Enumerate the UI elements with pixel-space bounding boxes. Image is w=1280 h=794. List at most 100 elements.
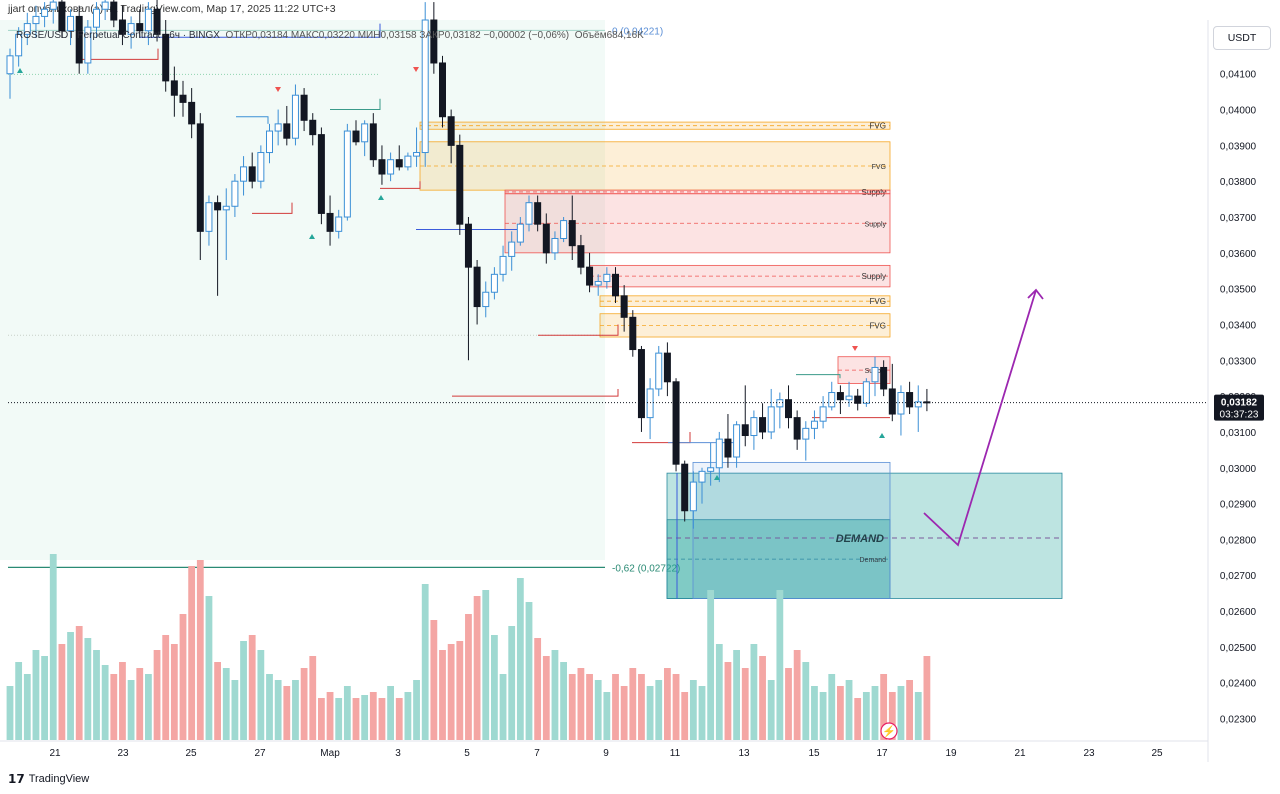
candle-body [508, 241, 516, 257]
ohlc-values: ОТКР0,03184 МАКС0,03220 МИН0,03158 ЗАКР0… [225, 30, 570, 41]
time-tick-label: 17 [876, 748, 888, 759]
candle-body [75, 15, 83, 64]
volume-bar [871, 686, 879, 740]
volume-bar [759, 656, 766, 740]
volume-bar [499, 674, 507, 740]
candle-body [32, 15, 40, 25]
volume-layer [6, 554, 931, 740]
volume-bar [292, 680, 299, 740]
signal-up-marker [378, 195, 384, 200]
volume-bar [568, 674, 576, 740]
volume-bar [767, 680, 775, 740]
candle-body [871, 366, 879, 383]
zone-label-9: Demand [860, 557, 887, 564]
volume-bar [387, 686, 394, 740]
volume-bar [802, 662, 810, 740]
candle-body [836, 392, 844, 401]
background-layer: 0 (0,04221) -0,62 (0,02722) [0, 20, 680, 574]
volume-bar [439, 650, 446, 740]
volume-bar [664, 668, 671, 740]
time-tick-label: 5 [464, 748, 470, 759]
tradingview-logo[interactable]: 𝟭𝟳 TradingView [8, 772, 89, 786]
candle-body [854, 395, 862, 404]
volume-bar [707, 590, 715, 740]
candle-body [222, 205, 230, 211]
volume-bar [508, 626, 516, 740]
price-tick-label: 0,02400 [1220, 679, 1257, 690]
candle-body [733, 424, 741, 458]
volume-bar [222, 668, 230, 740]
candle-body [15, 33, 23, 57]
candle-body [568, 220, 576, 247]
volume-bar [404, 692, 412, 740]
zone-label-0: FVG [870, 122, 886, 131]
volume-bar [309, 656, 317, 740]
currency-button[interactable]: USDT [1213, 26, 1271, 50]
projection-arrowhead [1027, 288, 1044, 300]
structure-lines-layer [8, 23, 890, 599]
candle-body [430, 19, 438, 64]
candle-body [828, 392, 836, 408]
time-tick-label: 3 [395, 748, 401, 759]
volume-bar [542, 656, 550, 740]
bos-line-6 [632, 431, 691, 444]
volume-bar [776, 590, 784, 740]
volume-bar [638, 674, 645, 740]
volume-bar [352, 698, 360, 740]
zone-label-5: FVG [870, 297, 886, 306]
candle-body [439, 62, 446, 118]
candle-body [681, 463, 689, 512]
volume-bar [715, 644, 723, 740]
volume-bar [101, 665, 109, 740]
time-tick-label: 23 [117, 748, 129, 759]
candle-body [300, 94, 308, 121]
volume-bar [318, 698, 325, 740]
candle-body [205, 202, 213, 232]
candle-body [698, 470, 706, 483]
price-tick-label: 0,02900 [1220, 500, 1257, 511]
volume-bar [862, 692, 870, 740]
volume-bar [837, 686, 844, 740]
volume-bar [231, 680, 239, 740]
candle-body [343, 130, 351, 218]
time-tick-label: 9 [603, 748, 609, 759]
candle-body [560, 220, 568, 240]
volume-bar [127, 680, 135, 740]
last-price-badge [1214, 394, 1264, 421]
candle-body [93, 8, 100, 28]
volume-bar [828, 674, 836, 740]
time-tick-label: 13 [738, 748, 750, 759]
bos-line-3 [380, 181, 421, 189]
signal-up-marker [879, 433, 885, 438]
candle-body [395, 159, 403, 168]
time-tick-label: 7 [534, 748, 540, 759]
candle-body [231, 180, 239, 207]
volume-bar [378, 698, 386, 740]
candle-body [84, 26, 92, 64]
lightning-icon[interactable]: ⚡ [880, 722, 898, 740]
candle-body [914, 401, 922, 408]
volume-bar [15, 662, 23, 740]
candle-body [49, 1, 57, 10]
volume-bar [819, 692, 827, 740]
last-price-label: 0,03182 [1221, 398, 1258, 409]
candle-body [214, 202, 222, 211]
fib-label-top: 0 (0,04221) [612, 26, 663, 37]
candle-body [663, 352, 671, 383]
volume-bar [179, 614, 187, 740]
candle-body [23, 23, 31, 35]
volume-bar [361, 695, 369, 740]
symbol-label[interactable]: ROSE/USDT Perpetual Contract · 6ч · BING… [16, 30, 220, 41]
candle-body [577, 245, 585, 268]
candle-body [672, 381, 680, 465]
zone-demand-8 [666, 472, 1063, 599]
price-tick-label: 0,04100 [1220, 70, 1257, 81]
symbol-legend[interactable]: ROSE/USDT Perpetual Contract · 6ч · BING… [16, 30, 644, 41]
bos-line-2 [252, 202, 293, 214]
volume-bar [170, 644, 178, 740]
candle-body [413, 152, 421, 157]
overlay-layer: ⚡ [8, 67, 1208, 740]
candle-body [67, 15, 75, 32]
candle-body [586, 266, 594, 286]
